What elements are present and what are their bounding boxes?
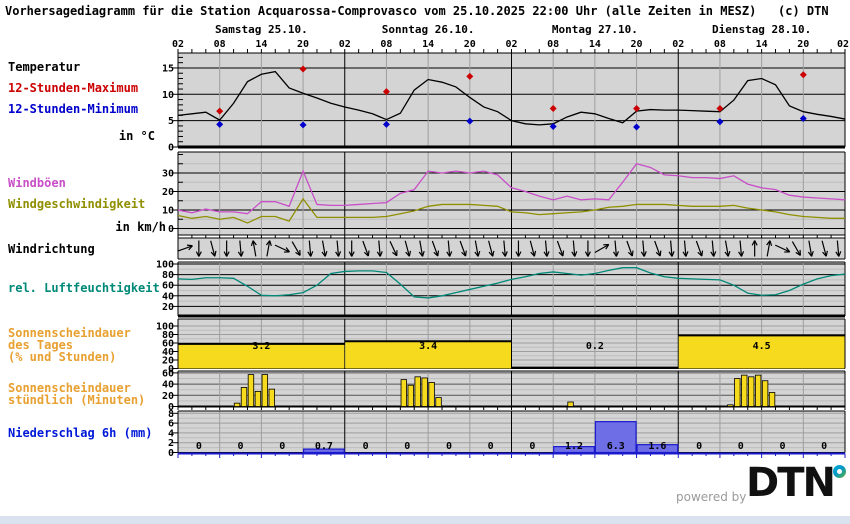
- y-tick-label: 60: [162, 281, 174, 292]
- sunshine-hour-bar: [262, 375, 268, 407]
- hour-label: 02: [172, 39, 184, 50]
- hour-label: 20: [297, 39, 309, 50]
- hour-label: 20: [464, 39, 476, 50]
- precip-value: 0: [738, 441, 744, 452]
- day-label: Dienstag 28.10.: [712, 23, 811, 36]
- y-tick-label: 0: [168, 224, 174, 235]
- day-label: Montag 27.10.: [552, 23, 638, 36]
- sunshine-hour-bar: [748, 377, 754, 407]
- dtn-logo: DTN: [746, 460, 834, 506]
- sunshine-hour-bar: [415, 377, 421, 407]
- hour-label: 02: [837, 39, 849, 50]
- precip-value: 0: [196, 441, 202, 452]
- y-tick-label: 15: [162, 63, 174, 74]
- precip-value: 0: [529, 441, 535, 452]
- hour-label: 02: [505, 39, 517, 50]
- hour-label: 20: [631, 39, 643, 50]
- precip-value: 0: [238, 441, 244, 452]
- sunshine-hour-bar: [755, 375, 761, 406]
- y-tick-label: 0: [168, 448, 174, 459]
- hour-label: 08: [547, 39, 559, 50]
- powered-by: powered by DTN: [676, 464, 850, 508]
- sunshine-day-value: 3.2: [252, 341, 270, 352]
- sunshine-hour-bar: [436, 398, 442, 407]
- y-tick-label: 30: [162, 169, 174, 180]
- hour-label: 14: [422, 39, 434, 50]
- precip-value: 0: [363, 441, 369, 452]
- sunshine-hour-bar: [422, 378, 428, 407]
- time-axis-labels: Samstag 25.10. Sonntag 26.10. Montag 27.10…: [172, 23, 849, 50]
- y-tick-label: 80: [162, 270, 174, 281]
- y-tick-label: 40: [162, 380, 174, 391]
- precip-value: 6.3: [607, 441, 625, 452]
- sunshine-day-value: 4.5: [753, 341, 771, 352]
- hour-label: 20: [797, 39, 809, 50]
- hour-label: 08: [714, 39, 726, 50]
- precip-baseline: [178, 454, 845, 459]
- sunshine-hour-bar: [234, 403, 240, 406]
- precip-value: 0: [696, 441, 702, 452]
- hour-label: 14: [589, 39, 601, 50]
- day-label: Sonntag 26.10.: [382, 23, 475, 36]
- dtn-logo-dot-icon: [833, 465, 846, 478]
- precip-value: 0: [446, 441, 452, 452]
- hour-label: 14: [756, 39, 768, 50]
- bottom-bar: [0, 516, 850, 524]
- powered-by-text: powered by: [676, 490, 746, 504]
- meteogram-chart: 1510503020100100806040201008060402006040…: [0, 0, 850, 524]
- sunshine-hour-bar: [741, 375, 747, 406]
- y-tick-label: 10: [162, 90, 174, 101]
- meteogram-screen: Vorhersagediagramm für die Station Acqua…: [0, 0, 850, 524]
- y-tick-label: 20: [162, 302, 174, 313]
- y-tick-label: 5: [168, 116, 174, 127]
- precip-value: 1.2: [565, 441, 583, 452]
- sunshine-hour-bar: [762, 381, 768, 407]
- precip-value: 0.7: [315, 441, 333, 452]
- y-tick-label: 60: [162, 368, 174, 379]
- y-tick-label: 20: [162, 391, 174, 402]
- sunshine-hour-bar: [408, 385, 414, 406]
- hour-label: 14: [255, 39, 267, 50]
- sunshine-hour-bar: [401, 380, 407, 407]
- day-label: Samstag 25.10.: [215, 23, 308, 36]
- sunshine-hour-bar: [241, 387, 247, 406]
- sunshine-day-value: 3.4: [419, 341, 437, 352]
- sunshine-hour-bar: [769, 393, 775, 407]
- sunshine-hour-bar: [728, 405, 734, 407]
- sunshine-hour-bar: [429, 382, 435, 406]
- hour-label: 08: [380, 39, 392, 50]
- sunshine-day-value: 0.2: [586, 341, 604, 352]
- y-tick-label: 20: [162, 187, 174, 198]
- sunshine-hour-bar: [269, 389, 275, 406]
- precip-value: 1.6: [648, 441, 666, 452]
- sunshine-hour-bar: [248, 375, 254, 407]
- y-tick-label: 0: [168, 143, 174, 154]
- y-tick-label: 10: [162, 206, 174, 217]
- y-tick-label: 100: [156, 260, 174, 271]
- precip-value: 0: [404, 441, 410, 452]
- precip-value: 0: [488, 441, 494, 452]
- sunshine-hour-bar: [735, 379, 741, 407]
- precip-value: 0: [821, 441, 827, 452]
- hour-label: 02: [672, 39, 684, 50]
- sunshine-hour-bar: [568, 402, 574, 406]
- y-tick-label: 40: [162, 291, 174, 302]
- hour-label: 02: [339, 39, 351, 50]
- precip-value: 0: [279, 441, 285, 452]
- sunshine-hour-bar: [255, 391, 261, 406]
- precip-value: 0: [779, 441, 785, 452]
- y-axis-tick-labels: 1510503020100100806040201008060402006040…: [156, 63, 178, 459]
- hour-label: 08: [214, 39, 226, 50]
